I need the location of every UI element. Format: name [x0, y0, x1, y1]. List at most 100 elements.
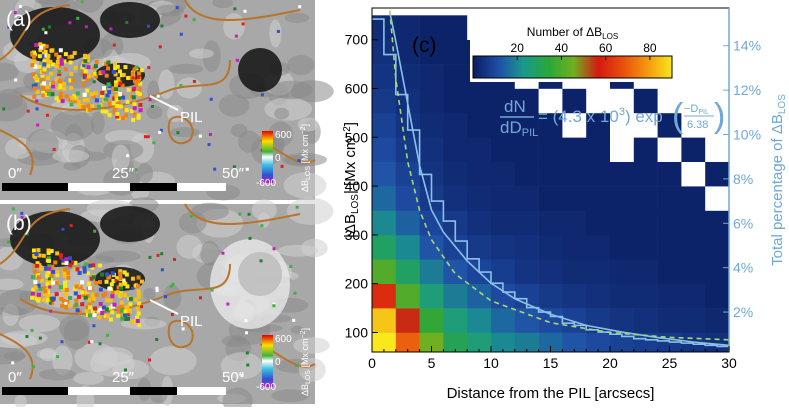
pixel [40, 75, 45, 80]
pixel [128, 302, 133, 307]
colorbar-slice [654, 56, 657, 78]
pixel [78, 309, 83, 314]
pixel [118, 276, 123, 281]
pixel [25, 232, 29, 236]
pixel [33, 280, 38, 285]
heatmap-cell [681, 64, 706, 89]
pixel [54, 77, 59, 82]
heatmap-cell [705, 210, 729, 236]
colorbar-slice [580, 56, 583, 78]
pixel [118, 269, 123, 274]
x-tick-label: 25 [662, 355, 678, 371]
colorbar-slice [612, 56, 615, 78]
heatmap-cell [681, 161, 706, 187]
pixel [73, 98, 78, 103]
colorbar-slice [596, 56, 599, 78]
step-histogram [372, 18, 729, 348]
pixel [213, 167, 217, 171]
pixel [117, 92, 122, 97]
pixel [73, 291, 78, 296]
heatmap-cell [705, 234, 729, 260]
colorbar-slice [648, 56, 651, 78]
pixel [64, 301, 68, 305]
colorbar-slice [542, 56, 546, 78]
pixel [232, 165, 236, 169]
image-panel: 0″ 25″ 50″ (a) PIL 600 0 -600 ΔBLOS [Mx cm−2] [0, 0, 334, 201]
pixel [93, 74, 98, 79]
pixel [77, 271, 82, 276]
pixel [124, 305, 129, 310]
pixel [115, 64, 120, 69]
pixel [129, 108, 134, 113]
pixel [36, 298, 41, 303]
pixel [120, 83, 125, 88]
pixel [30, 295, 35, 300]
colorbar-slice [640, 56, 643, 78]
heatmap-cell [633, 161, 658, 187]
heatmap-cell [419, 39, 444, 65]
heatmap-cell [538, 234, 563, 260]
colorbar-slice [506, 56, 510, 78]
pixel [135, 318, 140, 323]
pixel [31, 84, 36, 89]
pixel [47, 277, 51, 281]
pixel [106, 274, 111, 279]
pixel [179, 84, 183, 88]
pixel [63, 52, 68, 57]
pixel [246, 363, 250, 367]
pixel [73, 260, 78, 265]
text-part: ] [300, 124, 310, 127]
pixel [64, 287, 69, 292]
granule [38, 368, 77, 381]
colorbar-slice [614, 56, 617, 78]
pixel [64, 257, 69, 262]
pixel [35, 99, 39, 103]
text-part: ) exp [625, 107, 663, 126]
heatmap-cell [395, 308, 420, 333]
pixel [110, 291, 115, 296]
pixel [74, 298, 79, 303]
pixel [62, 273, 67, 278]
heatmap-cell [538, 161, 563, 187]
colorbar-slice [474, 56, 478, 78]
pixel [158, 130, 162, 134]
heatmap-cell [491, 88, 516, 114]
pixel [295, 363, 299, 367]
x-tick-label: 10 [483, 355, 499, 371]
heatmap-cell [657, 186, 682, 211]
pixel [226, 302, 230, 306]
pixel [298, 5, 302, 9]
colorbar-slice [560, 56, 564, 78]
pixel [59, 61, 64, 66]
pixel [30, 63, 35, 68]
pixel [45, 60, 50, 65]
heatmap-cell [419, 88, 444, 114]
colorbar-slice [478, 56, 482, 78]
pixel [198, 134, 202, 138]
pixel [90, 292, 95, 297]
pixel [26, 109, 30, 113]
pixel [94, 59, 99, 64]
pixel [63, 292, 68, 297]
pixel [130, 276, 135, 281]
scale-white [68, 387, 130, 395]
pixel [136, 115, 141, 120]
heatmap-cell [681, 112, 706, 138]
pixel [61, 298, 66, 303]
colorbar-slice [526, 56, 530, 78]
pixel [36, 283, 41, 288]
pixel [118, 81, 123, 86]
heatmap-cell [514, 308, 539, 333]
pixel [85, 305, 90, 310]
colorbar-title: Number of ΔBLOS [527, 25, 618, 41]
colorbar-slice [484, 56, 488, 78]
pixel [198, 296, 202, 300]
pixel [260, 224, 264, 228]
pixel [118, 96, 122, 100]
colorbar-slice [572, 56, 575, 78]
pixel [58, 48, 63, 53]
colorbar-slice [616, 56, 619, 78]
pixel [83, 295, 88, 300]
pixel [36, 248, 41, 253]
